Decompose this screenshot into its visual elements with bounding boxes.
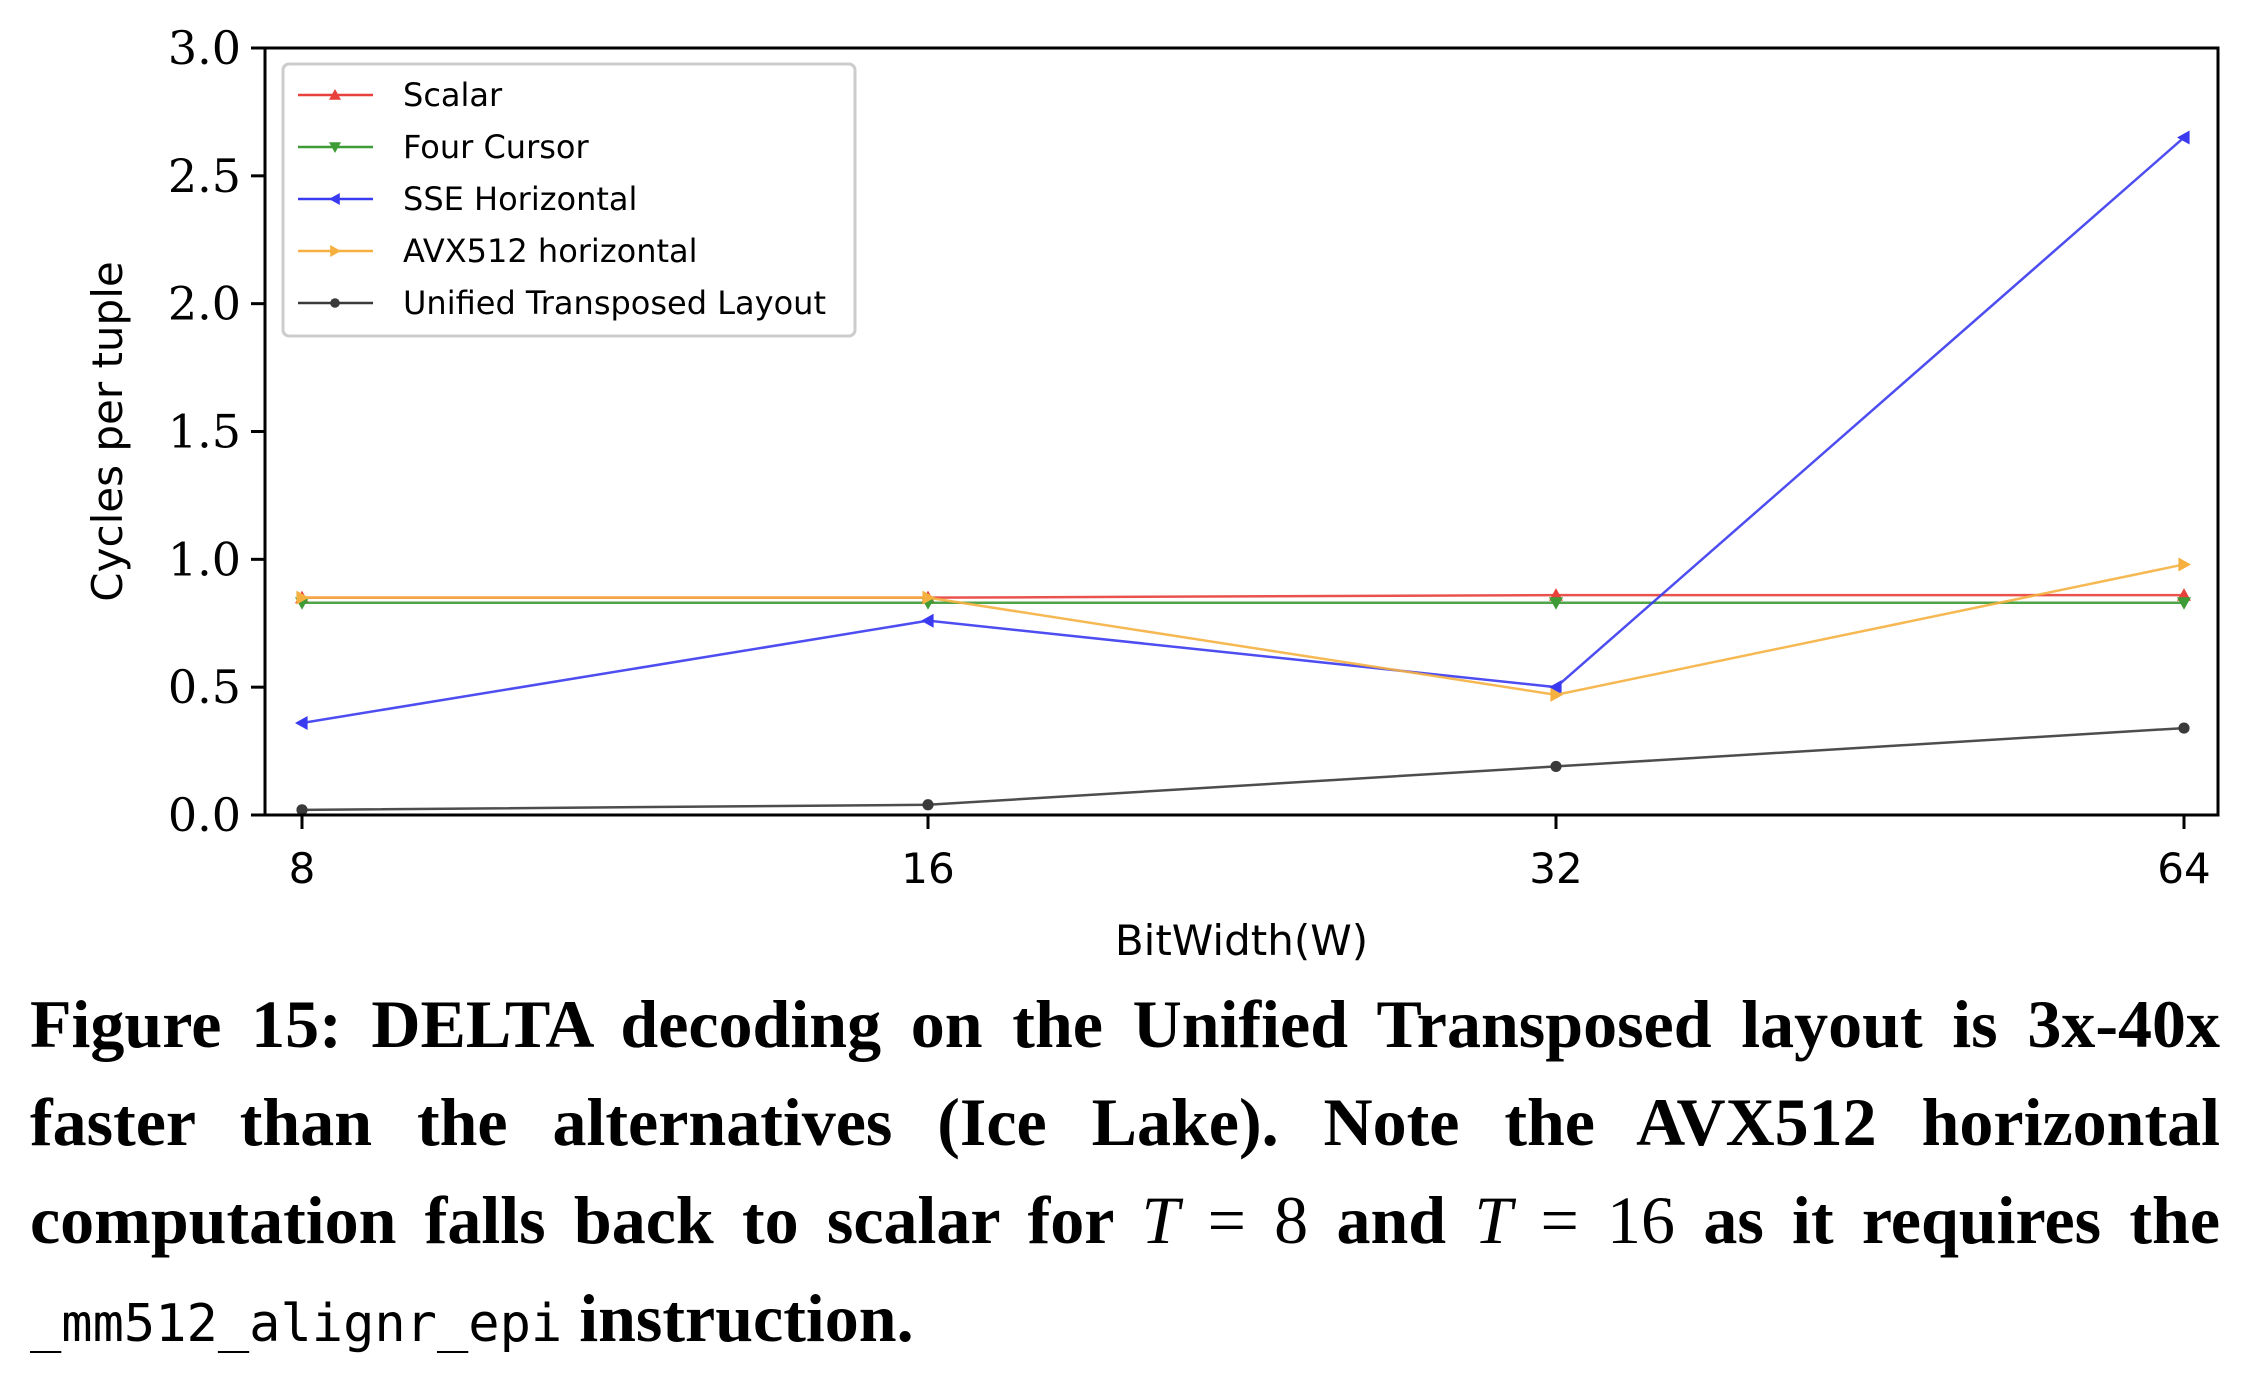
data-point (1550, 760, 1562, 773)
caption-lead: Figure 15: DELTA decoding on the Unified… (30, 986, 2220, 1258)
data-point (1549, 680, 1562, 695)
data-point (296, 804, 308, 816)
legend-label: AVX512 horizontal (403, 232, 698, 270)
data-point (1550, 687, 1563, 702)
legend-swatch-marker (330, 298, 340, 308)
y-tick-label: 2.5 (168, 149, 241, 203)
legend-item: Unified Transposed Layout (298, 284, 826, 322)
caption-mid2: as it requires the (1675, 1182, 2221, 1258)
legend-swatch-marker (329, 193, 340, 205)
line-chart: 0.0 0.5 1.0 1.5 2.0 2.5 3.0 8 16 32 64 Cycles per… (83, 21, 2220, 965)
x-tick-label: 8 (289, 844, 316, 893)
y-tick-label: 0.5 (168, 660, 241, 714)
legend-label: Four Cursor (403, 128, 589, 166)
legend-label: Unified Transposed Layout (403, 284, 826, 322)
series-sse-horizontal (295, 130, 2190, 730)
legend-item: SSE Horizontal (298, 180, 637, 218)
legend-box (281, 62, 857, 338)
caption-tail: instruction. (562, 1280, 914, 1356)
figure-caption: Figure 15: DELTA decoding on the Unified… (30, 975, 2220, 1373)
data-point (295, 715, 308, 730)
data-point (2178, 722, 2190, 734)
x-axis-ticks: 8 16 32 64 (289, 815, 2211, 893)
series-line (301, 726, 2185, 812)
data-point (922, 590, 935, 605)
x-tick-label: 32 (1529, 844, 1582, 893)
y-tick-label: 0.0 (168, 788, 241, 842)
data-point (2177, 130, 2190, 145)
caption-eq2: = 16 (1512, 1182, 1676, 1258)
y-tick-label: 1.5 (168, 405, 241, 459)
legend-item: Scalar (298, 76, 503, 114)
data-point (296, 590, 309, 605)
series-four-cursor (295, 597, 2191, 610)
legend-swatch-marker (329, 142, 341, 153)
plot-frame (263, 46, 2220, 817)
legend-item: Four Cursor (298, 128, 589, 166)
series-unified-transposed-layout (296, 722, 2190, 816)
y-tick-label: 2.0 (168, 277, 241, 331)
y-axis-ticks: 0.0 0.5 1.0 1.5 2.0 2.5 3.0 (168, 21, 265, 842)
series-line (302, 563, 2185, 697)
caption-var-t1: T (1141, 1182, 1180, 1258)
legend-swatch-marker (330, 245, 341, 257)
legend: Scalar Four Cursor SSE Horizontal AVX512 ho… (281, 62, 857, 338)
legend-label: SSE Horizontal (403, 180, 637, 218)
data-point (2177, 597, 2191, 610)
legend-item: AVX512 horizontal (298, 232, 698, 270)
y-tick-label: 3.0 (168, 21, 241, 75)
series-scalar (295, 588, 2191, 604)
y-tick-label: 1.0 (168, 532, 241, 586)
x-tick-label: 64 (2157, 844, 2210, 893)
x-axis-label: BitWidth(W) (1115, 916, 1368, 965)
y-axis-label: Cycles per tuple (83, 261, 132, 601)
legend-swatch-marker (329, 89, 341, 100)
data-point (922, 799, 934, 811)
caption-mid: and (1308, 1182, 1475, 1258)
caption-eq1: = 8 (1179, 1182, 1309, 1258)
legend-label: Scalar (403, 76, 503, 114)
x-tick-label: 16 (901, 844, 954, 893)
caption-code: _mm512_alignr_epi (30, 1294, 563, 1354)
series-avx512-horizontal (296, 557, 2191, 702)
series-layer (295, 130, 2191, 816)
data-point (921, 613, 934, 628)
caption-var-t2: T (1474, 1182, 1513, 1258)
data-point (2178, 557, 2191, 572)
data-point (1549, 597, 1563, 610)
series-line (301, 136, 2185, 725)
